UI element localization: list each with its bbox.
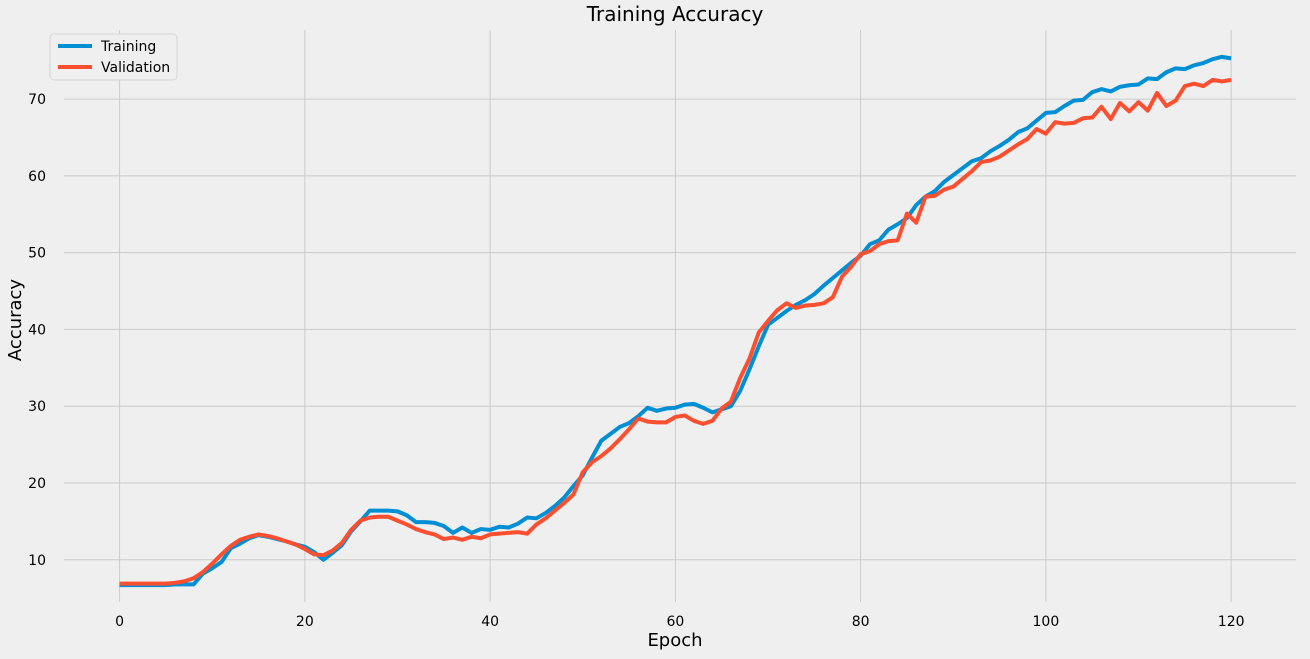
y-tick-label: 20	[28, 476, 46, 492]
y-tick-label: 70	[28, 92, 46, 108]
x-tick-label: 120	[1218, 614, 1245, 630]
x-tick-label: 100	[1033, 614, 1060, 630]
x-tick-label: 60	[666, 614, 684, 630]
series-line-validation	[119, 77, 1232, 586]
legend-label-validation: Validation	[101, 60, 170, 76]
x-tick-label: 40	[481, 614, 499, 630]
series-line-training	[119, 54, 1232, 588]
y-axis-label: Accuracy	[5, 279, 26, 362]
x-tick-label: 80	[852, 614, 870, 630]
y-tick-label: 50	[28, 246, 46, 262]
x-tick-label: 0	[115, 614, 124, 630]
y-tick-label: 30	[28, 399, 46, 415]
chart-title: Training Accuracy	[586, 2, 764, 26]
series	[119, 54, 1232, 588]
x-axis-label: Epoch	[647, 630, 702, 651]
tick-labels: 0 20 40 60 80 100 120 10 20 30 40 50 60 70	[28, 92, 1244, 630]
grid	[64, 30, 1296, 602]
y-tick-label: 40	[28, 322, 46, 338]
legend-label-training: Training	[100, 39, 156, 55]
legend: Training Validation	[49, 33, 178, 81]
x-tick-label: 20	[296, 614, 314, 630]
y-tick-label: 60	[28, 169, 46, 185]
y-tick-label: 10	[28, 553, 46, 569]
